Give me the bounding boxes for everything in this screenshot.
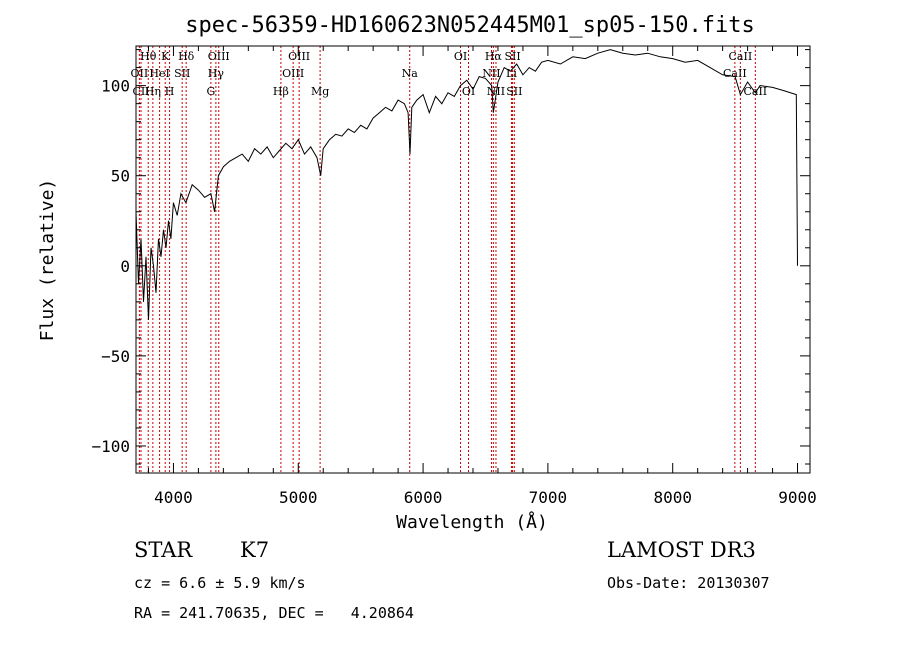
x-axis-label: Wavelength (Å) <box>396 511 548 533</box>
obs-date: Obs-Date: 20130307 <box>607 574 770 592</box>
spectral-line-label-26: CaII <box>723 67 747 80</box>
spectral-line-label-8: Hδ <box>178 50 195 63</box>
spectral-line-label-23: Li <box>506 67 517 80</box>
spectral-line-label-9: OIII <box>208 50 230 63</box>
spectral-line-label-24: SII <box>506 85 522 98</box>
spectral-line-label-10: Hγ <box>208 67 225 80</box>
chart-title: spec-56359-HD160623N052445M01_sp05-150.f… <box>185 13 755 38</box>
spectral-line-label-3: Hη <box>145 85 161 98</box>
spectral-line-label-27: CaII <box>743 85 767 98</box>
spectral-line-label-5: K <box>161 50 170 63</box>
spectral-line-markers <box>138 46 756 473</box>
x-axis-ticks: 4000 5000 6000 7000 8000 9000 <box>147 46 817 507</box>
spectral-line-label-25: CaII <box>729 50 753 63</box>
y-axis-ticks: −100 −50 0 50 100 <box>91 49 810 465</box>
x-tick-label-8000: 8000 <box>653 488 692 507</box>
spectral-line-label-13: OIII <box>288 50 310 63</box>
spectral-line-label-14: OIII <box>282 67 304 80</box>
spectral-line-label-11: G <box>206 85 215 98</box>
y-tick-label--100: −100 <box>91 437 130 456</box>
x-tick-label-9000: 9000 <box>778 488 817 507</box>
spectral-line-label-19: Hα <box>485 50 503 63</box>
x-tick-label-4000: 4000 <box>154 488 193 507</box>
spectrum-line <box>135 49 798 320</box>
spectral-line-label-15: Mg <box>311 85 329 98</box>
redshift-text: cz = 6.6 ± 5.9 km/s <box>134 574 306 592</box>
spectral-line-label-18: OI <box>462 85 475 98</box>
spectral-line-label-2: CII <box>132 85 149 98</box>
spectral-line-label-0: Hθ <box>140 50 157 63</box>
object-class: STAR <box>134 538 193 562</box>
spectral-line-label-12: Hβ <box>273 85 289 98</box>
y-axis-label: Flux (relative) <box>37 179 58 342</box>
spectral-line-label-16: Na <box>402 67 419 80</box>
x-tick-label-5000: 5000 <box>279 488 318 507</box>
coordinates: RA = 241.70635, DEC = 4.20864 <box>134 604 414 622</box>
y-tick-label--50: −50 <box>101 347 130 366</box>
x-tick-label-6000: 6000 <box>404 488 443 507</box>
y-tick-label-0: 0 <box>120 257 130 276</box>
object-subclass: K7 <box>240 538 270 562</box>
x-tick-label-7000: 7000 <box>529 488 568 507</box>
spectral-line-label-22: SII <box>504 50 520 63</box>
spectral-line-label-20: NII <box>482 67 500 80</box>
survey-name: LAMOST DR3 <box>607 538 756 562</box>
y-tick-label-50: 50 <box>111 167 130 186</box>
spectral-line-label-7: SII <box>174 67 190 80</box>
y-tick-label-100: 100 <box>101 77 130 96</box>
spectral-line-label-4: HeI <box>149 67 169 80</box>
spectral-line-label-1: OII <box>131 67 149 80</box>
plot-frame <box>135 45 811 474</box>
spectral-line-label-17: OI <box>454 50 467 63</box>
spectral-line-label-6: H <box>165 85 175 98</box>
